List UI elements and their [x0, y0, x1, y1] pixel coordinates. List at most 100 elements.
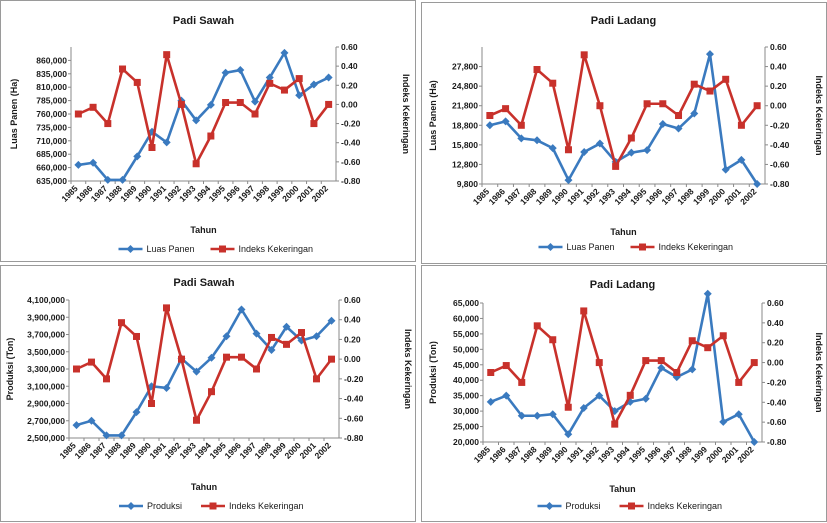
- data-point-marker: [298, 329, 305, 337]
- data-point-marker: [642, 357, 650, 365]
- data-point-marker: [673, 369, 681, 376]
- y-axis-label: Luas Panen (Ha): [428, 80, 438, 151]
- y-tick-label: 18,800: [452, 120, 478, 130]
- y-tick-label: 810,000: [36, 82, 67, 92]
- y-tick-label: 685,000: [36, 149, 67, 159]
- data-point-marker: [549, 336, 557, 344]
- data-point-marker: [533, 66, 541, 74]
- y-tick-label: 735,000: [36, 122, 67, 132]
- data-point-marker: [282, 322, 291, 331]
- y2-tick-label: 0.60: [767, 298, 784, 308]
- data-point-marker: [265, 73, 274, 82]
- data-point-marker: [103, 375, 110, 383]
- x-tick-label: 2002: [312, 440, 333, 461]
- data-point-marker: [162, 138, 171, 147]
- data-point-marker: [89, 103, 97, 111]
- y-tick-label: 4,100,000: [27, 295, 65, 305]
- data-point-marker: [643, 146, 652, 155]
- y2-tick-label: -0.60: [344, 413, 364, 423]
- data-point-marker: [753, 180, 762, 188]
- data-point-marker: [533, 136, 542, 145]
- y-tick-label: 3,900,000: [27, 312, 65, 322]
- y2-tick-label: 0.60: [770, 42, 787, 52]
- y2-tick-label: -0.40: [767, 397, 787, 407]
- data-point-marker: [223, 353, 230, 361]
- data-point-marker: [324, 73, 333, 82]
- y2-tick-label: -0.20: [767, 377, 787, 387]
- data-point-marker: [252, 329, 261, 338]
- chart-svg: Padi Ladang 9,800 12,800 15,800 18,800 21,800…: [428, 15, 824, 252]
- data-point-marker: [734, 410, 743, 419]
- y2-tick-label: -0.40: [341, 138, 361, 148]
- y2-tick-label: -0.80: [770, 179, 790, 189]
- data-point-marker: [313, 375, 320, 383]
- y-tick-label: 60,000: [453, 313, 479, 323]
- x-tick-label: 1992: [581, 186, 602, 207]
- y2-tick-label: -0.80: [767, 437, 787, 447]
- y2-tick-label: 0.20: [770, 81, 787, 91]
- data-point-marker: [280, 48, 289, 57]
- y2-tick-label: -0.40: [344, 394, 364, 404]
- y2-tick-label: 0.00: [344, 354, 361, 364]
- y-tick-label: 760,000: [36, 109, 67, 119]
- data-point-marker: [266, 79, 274, 87]
- legend-label: Indeks Kekeringan: [239, 244, 314, 254]
- data-point-marker: [502, 362, 510, 370]
- legend-label: Indeks Kekeringan: [229, 501, 304, 511]
- data-point-marker: [236, 66, 245, 75]
- y2-tick-label: 0.60: [344, 295, 361, 305]
- data-point-marker: [735, 378, 743, 386]
- data-point-marker: [283, 340, 290, 348]
- data-point-marker: [88, 358, 95, 366]
- series-line-primary: [490, 292, 756, 443]
- data-point-marker: [310, 120, 318, 128]
- series-line-primary: [78, 51, 330, 182]
- x-axis-label: Tahun: [609, 484, 635, 494]
- data-point-marker: [133, 78, 141, 86]
- data-point-marker: [564, 430, 573, 439]
- data-point-marker: [719, 332, 727, 340]
- y-tick-label: 2,500,000: [27, 433, 65, 443]
- x-tick-label: 1989: [534, 186, 555, 207]
- data-point-marker: [580, 51, 588, 59]
- y-tick-label: 30,000: [453, 406, 479, 416]
- data-point-marker: [626, 391, 634, 399]
- chart-svg: Padi Ladang 20,000 25,000 30,000 35,000 40,00…: [428, 279, 824, 511]
- y2-axis-label: Indeks Kekeringan: [814, 332, 824, 412]
- data-point-marker: [627, 148, 636, 157]
- y2-tick-label: -0.80: [341, 176, 361, 186]
- y-tick-label: 3,500,000: [27, 347, 65, 357]
- data-point-marker: [251, 110, 259, 118]
- y2-tick-label: 0.00: [341, 99, 358, 109]
- data-point-marker: [641, 394, 650, 403]
- y2-axis-label: Indeks Kekeringan: [814, 75, 824, 155]
- data-point-marker: [207, 353, 216, 362]
- chart-title: Padi Ladang: [590, 279, 655, 291]
- data-point-marker: [103, 175, 112, 184]
- data-point-marker: [611, 420, 619, 428]
- y2-tick-label: 0.20: [344, 334, 361, 344]
- data-point-marker: [193, 416, 200, 424]
- y2-tick-label: 0.00: [767, 358, 784, 368]
- data-point-marker: [502, 105, 510, 113]
- legend-label: Luas Panen: [147, 244, 195, 254]
- data-point-marker: [206, 100, 215, 109]
- data-point-marker: [737, 121, 745, 129]
- legend-label: Produksi: [147, 501, 182, 511]
- data-point-marker: [737, 155, 746, 164]
- data-point-marker: [659, 100, 667, 108]
- data-point-marker: [148, 144, 156, 151]
- y-tick-label: 2,700,000: [27, 416, 65, 426]
- data-point-marker: [163, 304, 170, 312]
- data-point-marker: [222, 99, 230, 107]
- chart-panel-padi-sawah-produksi: Padi Sawah 2,500,000 2,700,000 2,900,000 3,1…: [0, 265, 416, 522]
- y2-tick-label: 0.60: [341, 42, 358, 52]
- data-point-marker: [280, 86, 288, 94]
- data-point-marker: [703, 289, 712, 298]
- data-point-marker: [690, 109, 699, 118]
- data-point-marker: [719, 417, 728, 426]
- data-point-marker: [87, 416, 96, 425]
- data-point-marker: [548, 144, 557, 153]
- y-tick-label: 9,800: [457, 179, 479, 189]
- data-point-marker: [74, 110, 82, 118]
